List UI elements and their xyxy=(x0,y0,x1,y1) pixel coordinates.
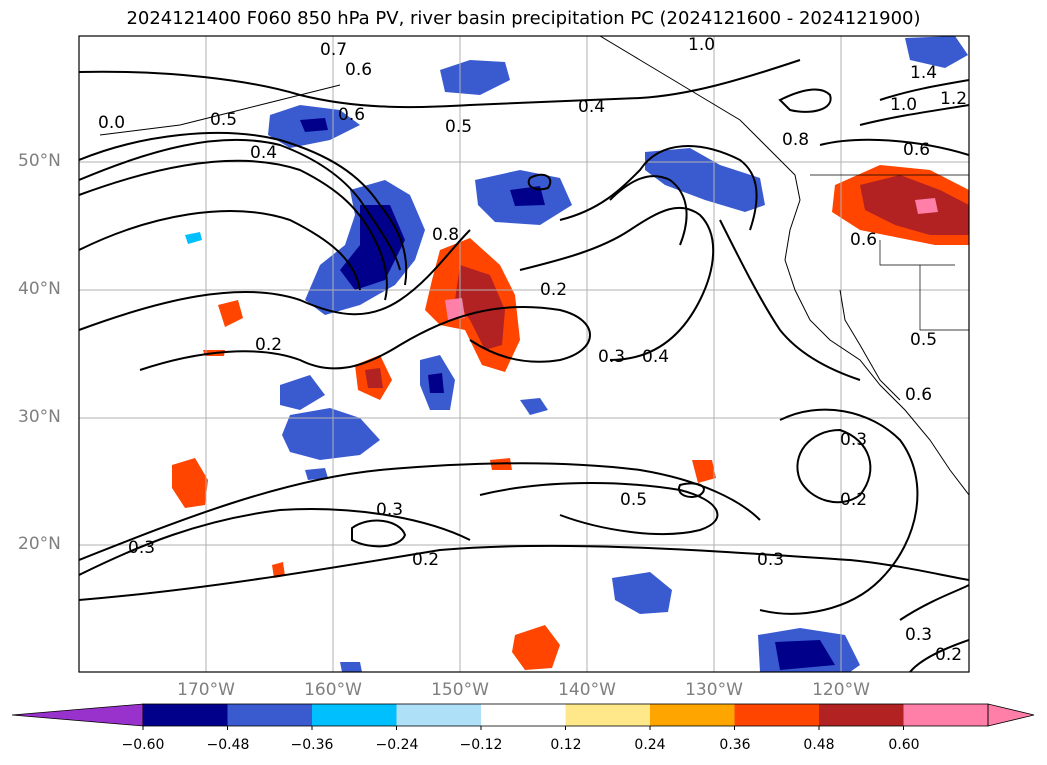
colorbar-tick-label: −0.36 xyxy=(290,737,334,753)
contour-label: 0.7 xyxy=(320,40,347,60)
map-area: 0.7 0.6 1.0 1.4 1.2 0.5 0.6 0.4 0.5 0.4 … xyxy=(79,35,969,672)
lat-label: 40°N xyxy=(18,279,61,299)
contour-label: 0.5 xyxy=(910,330,937,350)
negative-precip-area xyxy=(645,148,765,212)
contour-label: 0.2 xyxy=(840,490,867,510)
contour-label: 0.0 xyxy=(98,113,125,133)
contour-label-group: 0.7 0.6 1.0 1.4 1.2 0.5 0.6 0.4 0.5 0.4 … xyxy=(98,35,967,665)
colorbar-extend-low xyxy=(11,703,144,727)
colorbar-tick-label: −0.24 xyxy=(375,737,419,753)
colorbar xyxy=(11,703,1035,730)
contour-label: 0.6 xyxy=(905,385,932,405)
lon-label: 130°W xyxy=(685,680,743,700)
contour-label: 0.3 xyxy=(840,430,867,450)
contour-label: 0.2 xyxy=(540,280,567,300)
contour-label: 0.3 xyxy=(128,538,155,558)
colorbar-segment xyxy=(396,704,482,726)
colorbar-segment xyxy=(734,704,820,726)
lat-label: 30°N xyxy=(18,407,61,427)
contour-label: 0.3 xyxy=(905,625,932,645)
lon-label: 170°W xyxy=(177,680,235,700)
negative-precip-area xyxy=(612,572,672,614)
colorbar-tick-label: −0.12 xyxy=(459,737,503,753)
contour-label: 0.2 xyxy=(935,645,962,665)
contour-label: 0.5 xyxy=(210,110,237,130)
colorbar-tick-label: 0.12 xyxy=(550,737,582,753)
colorbar-tick-label: −0.60 xyxy=(121,737,165,753)
colorbar-segment xyxy=(481,704,566,726)
colorbar-tick-label: 0.48 xyxy=(803,737,835,753)
colorbar-segment xyxy=(819,704,904,726)
positive-precip-area xyxy=(512,625,560,670)
contour-label: 0.6 xyxy=(338,105,365,125)
colorbar-segment xyxy=(143,704,228,726)
contour-label: 0.6 xyxy=(903,140,930,160)
colorbar-tick-label: 0.36 xyxy=(719,737,751,753)
colorbar-tick-label: 0.60 xyxy=(888,737,920,753)
contour-label: 0.3 xyxy=(757,550,784,570)
negative-precip-area xyxy=(905,36,968,68)
colorbar-segment xyxy=(650,704,735,726)
lon-label: 160°W xyxy=(304,680,362,700)
negative-precip-area xyxy=(282,408,380,460)
contour-label: 0.3 xyxy=(598,347,625,367)
contour-label: 0.2 xyxy=(255,335,282,355)
negative-precip-area xyxy=(280,375,325,410)
contour-label: 0.6 xyxy=(345,60,372,80)
contour-label: 0.4 xyxy=(250,143,277,163)
negative-precip-area xyxy=(440,60,510,95)
lon-label: 140°W xyxy=(558,680,616,700)
contour-label: 0.4 xyxy=(642,347,669,367)
colorbar-segment xyxy=(565,704,651,726)
north-america-coast xyxy=(599,36,969,496)
contour-label: 0.4 xyxy=(578,97,605,117)
colorbar-segment xyxy=(312,704,397,726)
precip-shading xyxy=(172,36,969,672)
colorbar-extend-high xyxy=(987,703,1035,727)
contour-label: 0.3 xyxy=(376,500,403,520)
colorbar-tick-label: −0.48 xyxy=(206,737,250,753)
colorbar-segment xyxy=(227,704,313,726)
contour-label: 0.5 xyxy=(620,490,647,510)
contour-label: 1.0 xyxy=(688,35,715,55)
contour-label: 0.8 xyxy=(782,130,809,150)
contour-label: 1.2 xyxy=(940,89,967,109)
contour-label: 0.5 xyxy=(445,117,472,137)
colorbar-tick-label: 0.24 xyxy=(634,737,666,753)
lat-label: 20°N xyxy=(18,534,61,554)
colorbar-segment xyxy=(903,704,989,726)
map-title: 2024121400 F060 850 hPa PV, river basin … xyxy=(126,8,921,29)
pv-contours xyxy=(79,59,969,672)
contour-label: 1.4 xyxy=(910,63,937,83)
lon-label: 120°W xyxy=(812,680,870,700)
lon-label: 150°W xyxy=(431,680,489,700)
contour-label: 1.0 xyxy=(890,95,917,115)
contour-label: 0.6 xyxy=(850,230,877,250)
lat-label: 50°N xyxy=(18,151,61,171)
map-border xyxy=(78,35,970,673)
contour-label: 0.2 xyxy=(412,550,439,570)
contour-label: 0.8 xyxy=(432,225,459,245)
